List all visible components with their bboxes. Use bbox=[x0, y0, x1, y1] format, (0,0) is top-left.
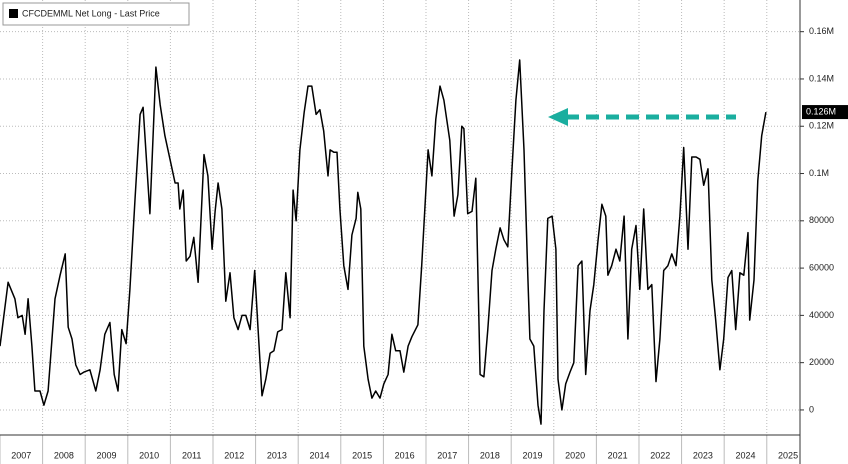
legend-box bbox=[2, 2, 190, 26]
series-line bbox=[0, 59, 767, 425]
x-tick-label: 2012 bbox=[224, 450, 244, 460]
x-tick-label: 2015 bbox=[352, 450, 372, 460]
x-tick-label: 2010 bbox=[139, 450, 159, 460]
x-tick-label: 2007 bbox=[11, 450, 31, 460]
x-tick-label: 2023 bbox=[693, 450, 713, 460]
x-tick-label: 2016 bbox=[395, 450, 415, 460]
x-tick-label: 2009 bbox=[96, 450, 116, 460]
x-tick-label: 2017 bbox=[437, 450, 457, 460]
y-tick-label: 80000 bbox=[809, 215, 834, 225]
x-tick-label: 2020 bbox=[565, 450, 585, 460]
x-tick-label: 2011 bbox=[182, 450, 201, 460]
x-tick-label: 2021 bbox=[608, 450, 628, 460]
x-tick-label: 2013 bbox=[267, 450, 287, 460]
x-tick-label: 2008 bbox=[54, 450, 74, 460]
legend-swatch bbox=[9, 9, 18, 18]
y-tick-label: 60000 bbox=[809, 262, 834, 272]
x-tick-label: 2022 bbox=[650, 450, 670, 460]
y-tick-label: 0.16M bbox=[809, 26, 834, 36]
x-tick-label: 2024 bbox=[735, 450, 755, 460]
x-tick-label: 2018 bbox=[480, 450, 500, 460]
trend-arrow bbox=[548, 108, 736, 126]
x-tick-label: 2019 bbox=[522, 450, 542, 460]
y-tick-label: 20000 bbox=[809, 357, 834, 367]
last-price-label: 0.126M bbox=[806, 106, 836, 116]
y-tick-label: 0.12M bbox=[809, 121, 834, 131]
x-tick-label: 2014 bbox=[309, 450, 329, 460]
legend: CFCDEMML Net Long - Last Price bbox=[2, 2, 190, 26]
legend-label: CFCDEMML Net Long - Last Price bbox=[22, 8, 160, 18]
x-tick-label: 2025 bbox=[778, 450, 798, 460]
last-price-box bbox=[802, 105, 848, 120]
arrow-head bbox=[548, 108, 568, 126]
y-tick-label: 0.14M bbox=[809, 73, 834, 83]
y-tick-label: 0 bbox=[809, 404, 814, 414]
y-tick-label: 0.1M bbox=[809, 168, 829, 178]
y-tick-label: 40000 bbox=[809, 310, 834, 320]
